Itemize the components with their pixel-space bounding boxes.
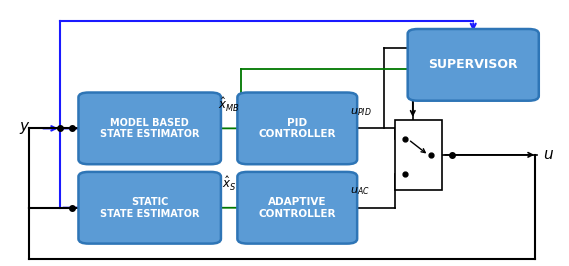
FancyBboxPatch shape: [79, 93, 221, 164]
Text: $u_{PID}$: $u_{PID}$: [350, 106, 372, 118]
Text: ADAPTIVE
CONTROLLER: ADAPTIVE CONTROLLER: [258, 197, 336, 219]
FancyBboxPatch shape: [79, 172, 221, 244]
Text: MODEL BASED
STATE ESTIMATOR: MODEL BASED STATE ESTIMATOR: [100, 118, 200, 139]
Text: SUPERVISOR: SUPERVISOR: [428, 58, 518, 71]
Text: PID
CONTROLLER: PID CONTROLLER: [258, 118, 336, 139]
Text: STATIC
STATE ESTIMATOR: STATIC STATE ESTIMATOR: [100, 197, 200, 219]
FancyBboxPatch shape: [237, 93, 357, 164]
Text: $u_{AC}$: $u_{AC}$: [350, 185, 369, 197]
Text: $u$: $u$: [543, 147, 554, 162]
Text: $y$: $y$: [19, 120, 30, 136]
FancyBboxPatch shape: [237, 172, 357, 244]
Text: $\hat{x}_{S}$: $\hat{x}_{S}$: [222, 175, 236, 193]
Text: $\hat{x}_{MB}$: $\hat{x}_{MB}$: [218, 96, 240, 114]
Bar: [395, 120, 442, 190]
FancyBboxPatch shape: [407, 29, 539, 101]
